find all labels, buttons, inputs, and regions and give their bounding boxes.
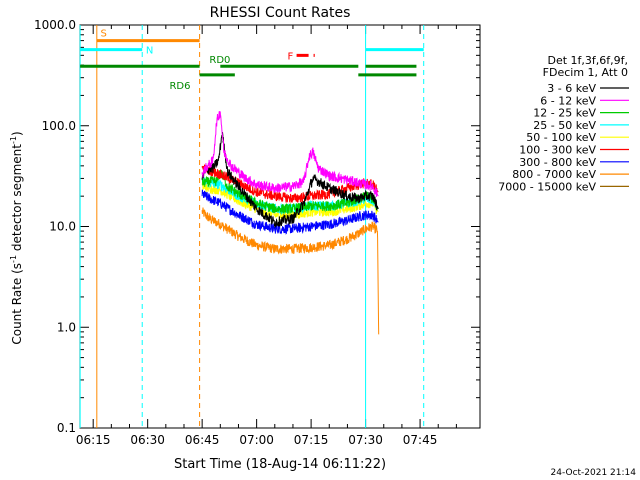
flag-label-rd6: RD6	[169, 81, 190, 92]
y-tick-label: 100.0	[42, 119, 76, 133]
legend-header: FDecim 1, Att 0	[543, 66, 628, 79]
x-tick-label: 06:15	[76, 433, 111, 447]
legend-entry-label: 6 - 12 keV	[540, 94, 596, 107]
legend: Det 1f,3f,6f,9f,FDecim 1, Att 0 3 - 6 keV…	[498, 54, 629, 193]
y-axis-label-end: )	[10, 131, 24, 136]
x-tick-label: 07:30	[348, 433, 383, 447]
series-line	[201, 207, 380, 335]
x-tick-label: 07:00	[239, 433, 274, 447]
x-tick-label: 06:45	[185, 433, 220, 447]
flag-label-f: F	[288, 51, 294, 62]
flag-label-n: N	[146, 46, 153, 57]
y-axis-label: Count Rate (s-1 detector segment-1)	[9, 131, 24, 344]
legend-entry-label: 12 - 25 keV	[533, 107, 596, 120]
x-axis-label: Start Time (18-Aug-14 06:11:22)	[174, 457, 386, 472]
legend-entry-label: 800 - 7000 keV	[512, 168, 596, 181]
series-line	[201, 132, 379, 229]
chart-title: RHESSI Count Rates	[210, 5, 351, 21]
legend-entry-label: 7000 - 15000 keV	[498, 180, 596, 193]
x-tick-label: 06:30	[130, 433, 165, 447]
y-tick-label: 10.0	[49, 220, 76, 234]
y-tick-label: 0.1	[57, 421, 76, 435]
series-line	[201, 170, 379, 214]
timestamp: 24-Oct-2021 21:14	[551, 468, 637, 478]
legend-entry-label: 100 - 300 keV	[519, 144, 596, 157]
plot-layer: 0.1 1.0 10.0 100.0 1000.0 06:15 06:30 06:45 07:0…	[34, 18, 481, 447]
x-tick-label: 07:15	[294, 433, 329, 447]
legend-header: Det 1f,3f,6f,9f,	[547, 54, 628, 67]
x-tick-label: 07:45	[403, 433, 438, 447]
legend-entry-label: 50 - 100 keV	[526, 131, 596, 144]
y-axis-label-sup1: -1	[9, 255, 18, 263]
legend-entry-label: 3 - 6 keV	[547, 82, 596, 95]
y-axis-label-main: Count Rate (s	[10, 263, 24, 345]
series-line	[201, 189, 379, 235]
y-tick-label: 1000.0	[34, 18, 76, 32]
flag-label-s: S	[100, 29, 106, 40]
flag-label-rd0: RD0	[209, 55, 230, 66]
y-tick-label: 1.0	[57, 320, 76, 334]
series-line	[201, 111, 379, 197]
y-axis-label-mid: detector segment	[10, 144, 24, 255]
legend-entry-label: 25 - 50 keV	[533, 119, 596, 132]
legend-entry-label: 300 - 800 keV	[519, 156, 596, 169]
y-axis-label-sup2: -1	[9, 136, 18, 144]
